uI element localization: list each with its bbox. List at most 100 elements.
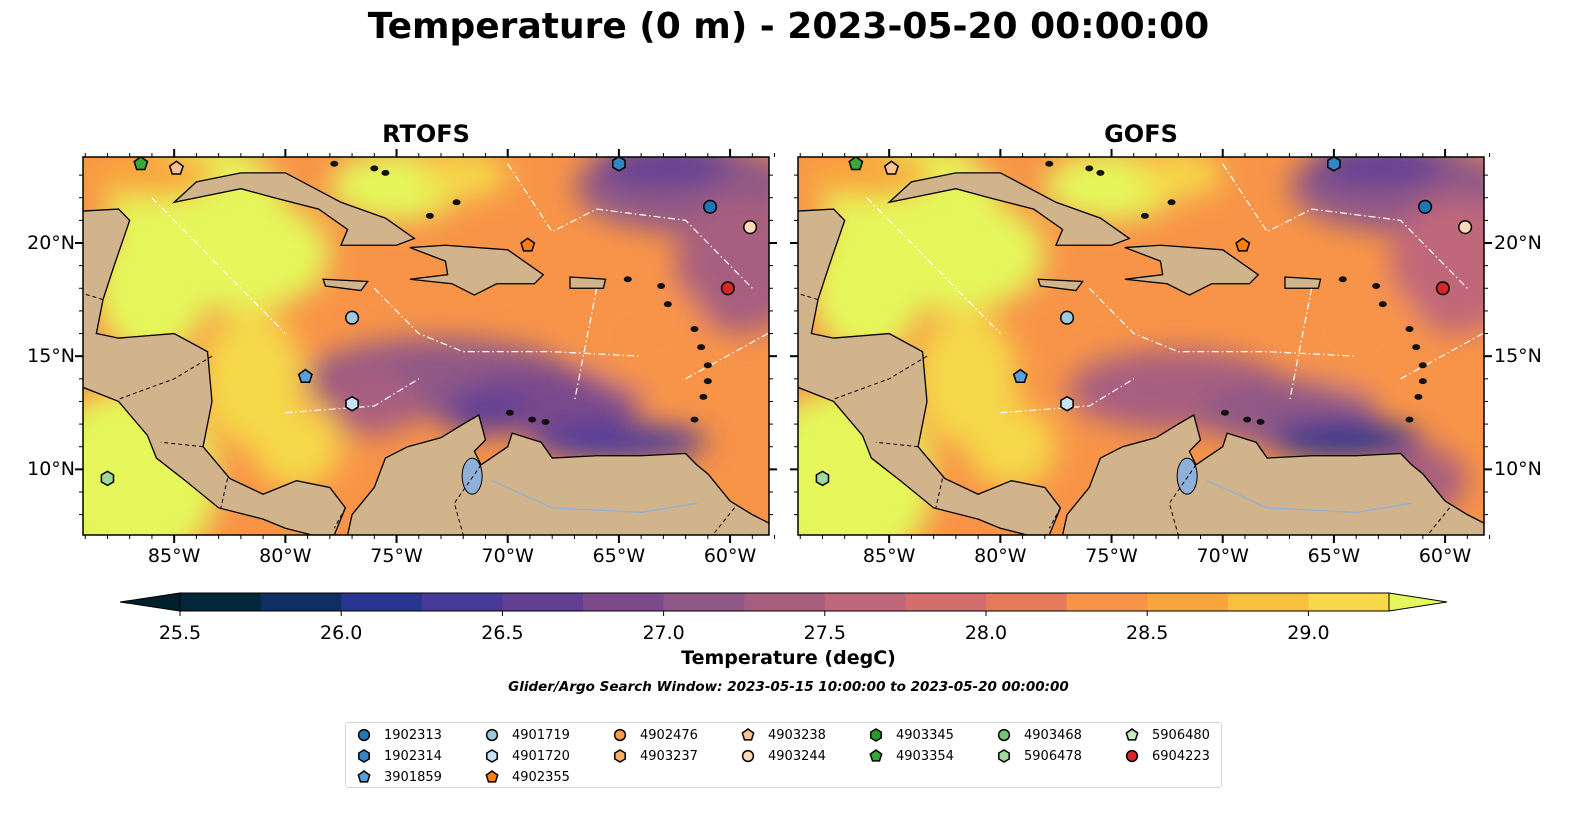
panel-title-rtofs: RTOFS bbox=[382, 120, 470, 148]
circle-marker-icon bbox=[485, 728, 499, 742]
float-marker-4901720 bbox=[345, 395, 359, 412]
map-frame bbox=[797, 156, 1485, 536]
eez-boundary bbox=[285, 378, 420, 414]
legend-item-3901859: 3901859 bbox=[356, 768, 442, 786]
legend-label: 4903238 bbox=[768, 727, 826, 743]
legend-marker-icon bbox=[357, 728, 371, 742]
legend-label: 4901719 bbox=[512, 727, 570, 743]
land-mass bbox=[1061, 414, 1484, 535]
island bbox=[1338, 276, 1347, 283]
land-mass bbox=[798, 208, 1062, 535]
legend-label: 4901720 bbox=[512, 748, 570, 764]
circle-marker-icon bbox=[613, 728, 627, 742]
island bbox=[330, 160, 339, 167]
x-tick-label: 80°W bbox=[259, 545, 312, 567]
float-marker-4903244 bbox=[743, 220, 758, 235]
country-border bbox=[875, 441, 919, 448]
island bbox=[1412, 344, 1421, 351]
float-legend: 1902313 1902314 3901859 4901719 4901720 49023… bbox=[345, 722, 1222, 788]
colorbar-over-extension bbox=[1388, 592, 1448, 612]
hexagon-marker-icon bbox=[998, 749, 1010, 763]
land-mass bbox=[172, 172, 416, 246]
x-tick-label: 75°W bbox=[1085, 545, 1138, 567]
island bbox=[1096, 169, 1105, 176]
island bbox=[703, 362, 712, 369]
eez-boundary bbox=[151, 197, 286, 334]
island bbox=[1140, 212, 1149, 219]
float-marker-4903354 bbox=[848, 157, 864, 171]
colorbar-bin bbox=[905, 593, 987, 611]
legend-item-6904223: 6904223 bbox=[1124, 747, 1210, 765]
legend-label: 4903237 bbox=[640, 748, 698, 764]
country-border bbox=[160, 441, 204, 448]
legend-item-4903237: 4903237 bbox=[612, 747, 698, 765]
land-mass bbox=[346, 414, 769, 535]
eez-boundary bbox=[1400, 333, 1484, 380]
float-marker-1902313 bbox=[1418, 199, 1433, 214]
country-border bbox=[935, 478, 944, 508]
legend-label: 4903345 bbox=[896, 727, 954, 743]
float-marker-6904223 bbox=[1435, 281, 1450, 296]
legend-label: 3901859 bbox=[384, 769, 442, 785]
island bbox=[703, 378, 712, 385]
x-tick-label: 60°W bbox=[1418, 545, 1472, 567]
legend-item-4901720: 4901720 bbox=[484, 747, 570, 765]
legend-label: 4903244 bbox=[768, 748, 826, 764]
legend-marker-icon bbox=[1125, 749, 1139, 763]
colorbar-frame bbox=[179, 592, 1390, 612]
eez-boundary bbox=[866, 197, 1001, 334]
legend-item-4903238: 4903238 bbox=[740, 726, 826, 744]
island bbox=[425, 212, 434, 219]
land-mass bbox=[569, 276, 607, 289]
float-marker-3901859 bbox=[297, 368, 313, 383]
colorbar-bin bbox=[180, 593, 262, 611]
legend-marker-icon bbox=[485, 770, 499, 783]
island bbox=[1085, 165, 1094, 172]
float-marker-4903244 bbox=[1458, 220, 1473, 235]
legend-item-4903345: 4903345 bbox=[868, 726, 954, 744]
pentagon-marker-icon bbox=[741, 728, 755, 741]
colorbar-label: Temperature (degC) bbox=[681, 647, 896, 669]
legend-marker-icon bbox=[614, 749, 626, 763]
colorbar-bin bbox=[421, 593, 503, 611]
x-tick-label: 70°W bbox=[1196, 545, 1249, 567]
colorbar-tick-label: 27.0 bbox=[642, 622, 685, 644]
colorbar-under-extension bbox=[119, 592, 181, 612]
y-tick-label-left: 15°N bbox=[27, 345, 75, 368]
temperature-anomaly bbox=[596, 157, 730, 187]
y-tick-label-right: 10°N bbox=[1494, 458, 1542, 481]
colorbar-bin bbox=[502, 593, 584, 611]
float-marker-4902355 bbox=[1235, 237, 1251, 252]
legend-marker-icon bbox=[358, 749, 370, 763]
island bbox=[690, 416, 699, 423]
country-border bbox=[118, 355, 213, 400]
land-mass bbox=[83, 208, 347, 535]
pentagon-marker-icon bbox=[357, 770, 371, 783]
temperature-anomaly bbox=[1267, 421, 1423, 459]
temperature-anomaly bbox=[967, 405, 1056, 488]
colorbar-tick-label: 27.5 bbox=[803, 622, 846, 644]
colorbar-tick-label: 26.0 bbox=[320, 622, 363, 644]
temperature-anomaly bbox=[329, 367, 419, 436]
map-panel-rtofs bbox=[75, 149, 777, 543]
hexagon-marker-icon bbox=[614, 749, 626, 763]
temperature-anomaly bbox=[800, 157, 934, 198]
island bbox=[452, 199, 461, 206]
legend-item-4901719: 4901719 bbox=[484, 726, 570, 744]
legend-marker-icon bbox=[741, 728, 755, 741]
hexagon-marker-icon bbox=[870, 728, 882, 742]
eez-boundary bbox=[685, 333, 769, 380]
island bbox=[1220, 409, 1229, 416]
x-tick-label: 80°W bbox=[974, 545, 1027, 567]
island bbox=[528, 416, 537, 423]
panel-title-gofs: GOFS bbox=[1104, 120, 1178, 148]
float-marker-4901719 bbox=[1060, 310, 1075, 325]
temperature-anomaly bbox=[530, 424, 708, 461]
land-mass bbox=[409, 244, 545, 296]
legend-marker-icon bbox=[870, 728, 882, 742]
eez-boundary bbox=[1288, 288, 1313, 402]
island bbox=[1045, 160, 1054, 167]
colorbar-tick-label: 25.5 bbox=[158, 622, 202, 644]
legend-item-1902314: 1902314 bbox=[356, 747, 442, 765]
country-border bbox=[220, 478, 229, 508]
